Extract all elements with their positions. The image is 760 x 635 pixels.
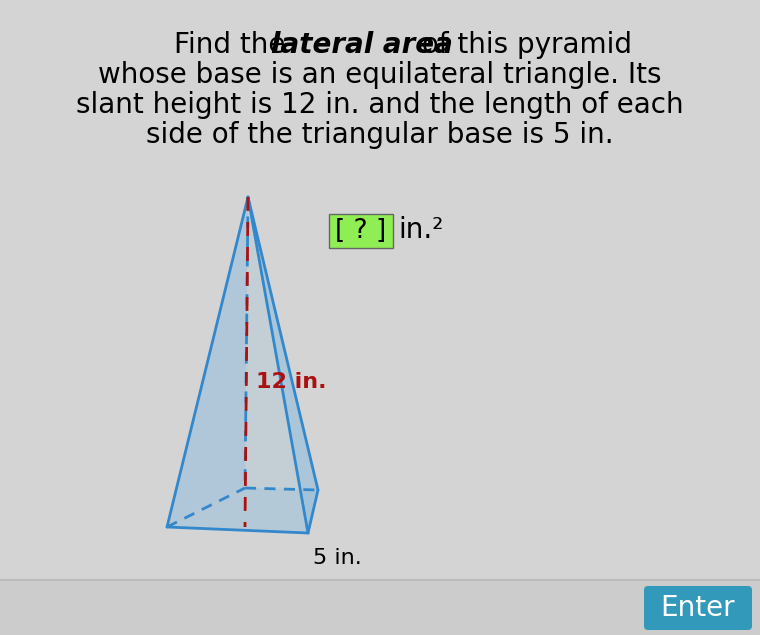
Polygon shape bbox=[248, 197, 318, 533]
Text: of this pyramid: of this pyramid bbox=[413, 31, 632, 59]
Text: in.²: in.² bbox=[398, 216, 443, 244]
FancyBboxPatch shape bbox=[0, 580, 760, 635]
Text: whose base is an equilateral triangle. Its: whose base is an equilateral triangle. I… bbox=[98, 61, 662, 89]
Text: Enter: Enter bbox=[660, 594, 736, 622]
FancyBboxPatch shape bbox=[644, 586, 752, 630]
Polygon shape bbox=[167, 488, 318, 533]
Polygon shape bbox=[167, 197, 248, 527]
Polygon shape bbox=[167, 197, 308, 533]
Text: lateral area: lateral area bbox=[271, 31, 453, 59]
Text: side of the triangular base is 5 in.: side of the triangular base is 5 in. bbox=[146, 121, 614, 149]
Text: 12 in.: 12 in. bbox=[256, 372, 327, 392]
Text: 5 in.: 5 in. bbox=[313, 548, 362, 568]
FancyBboxPatch shape bbox=[329, 214, 393, 248]
Text: Find the: Find the bbox=[174, 31, 294, 59]
FancyBboxPatch shape bbox=[0, 0, 760, 580]
Text: [ ? ]: [ ? ] bbox=[335, 218, 387, 244]
Text: slant height is 12 in. and the length of each: slant height is 12 in. and the length of… bbox=[76, 91, 684, 119]
